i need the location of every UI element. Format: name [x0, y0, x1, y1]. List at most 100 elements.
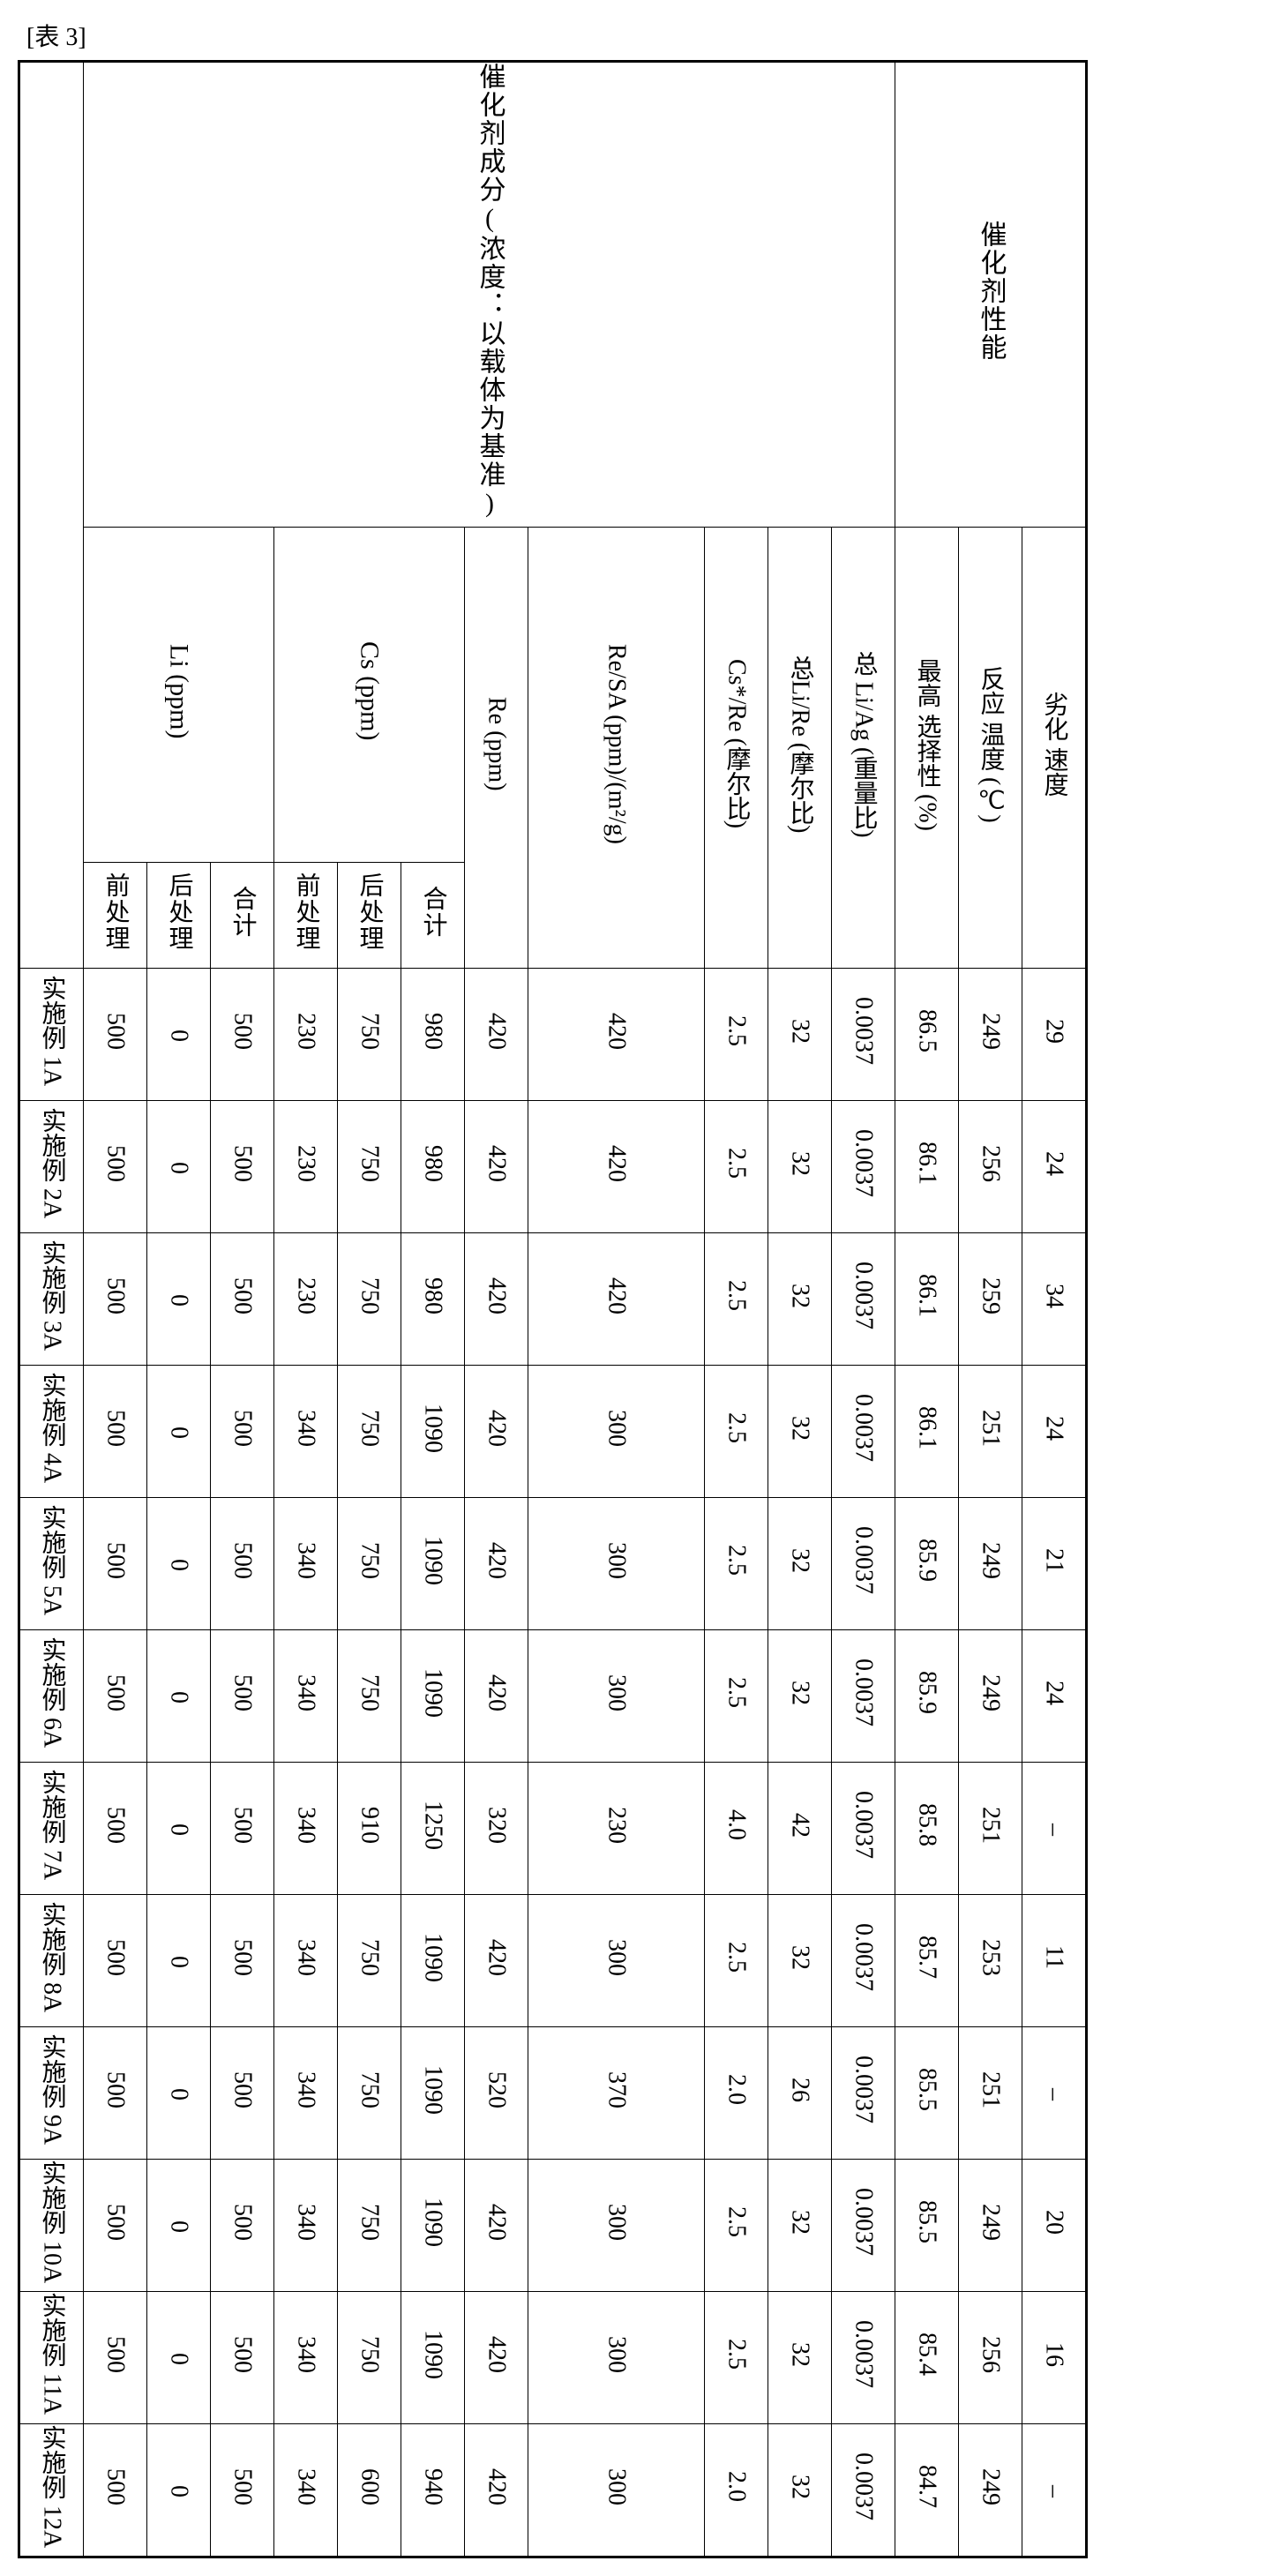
table-row: 实施例 9A500050034075010905203702.0260.0037…: [20, 2027, 1086, 2160]
data-cell: 251: [959, 1366, 1022, 1498]
data-cell: 500: [84, 2160, 147, 2292]
table-row: 实施例 1A50005002307509804204202.5320.00378…: [20, 969, 1086, 1101]
data-cell: 0: [147, 1895, 211, 2027]
data-cell: 750: [338, 1630, 401, 1763]
data-cell: 500: [211, 1233, 274, 1366]
data-cell: 251: [959, 2027, 1022, 2160]
data-cell: 520: [465, 2027, 528, 2160]
data-cell: 500: [84, 1101, 147, 1233]
data-cell: 230: [528, 1763, 705, 1895]
data-cell: 249: [959, 1498, 1022, 1630]
data-cell: 2.5: [705, 1895, 768, 2027]
data-cell: 2.5: [705, 2292, 768, 2424]
data-cell: 750: [338, 1498, 401, 1630]
data-cell: 249: [959, 969, 1022, 1101]
data-cell: 259: [959, 1233, 1022, 1366]
data-cell: 2.5: [705, 1498, 768, 1630]
data-cell: 750: [338, 1233, 401, 1366]
data-cell: 500: [84, 1233, 147, 1366]
data-cell: 0.0037: [832, 2160, 895, 2292]
data-cell: 230: [274, 1101, 338, 1233]
header-performance-group: 催化剂性能: [895, 63, 1086, 528]
data-cell: 500: [84, 1630, 147, 1763]
data-cell: 249: [959, 1630, 1022, 1763]
data-cell: 0: [147, 1366, 211, 1498]
data-cell: 0.0037: [832, 1498, 895, 1630]
row-label: 实施例 1A: [20, 969, 84, 1101]
data-cell: 500: [84, 2027, 147, 2160]
data-cell: 500: [84, 2292, 147, 2424]
data-cell: 980: [401, 1233, 465, 1366]
data-cell: 32: [768, 1233, 832, 1366]
data-cell: 86.1: [895, 1101, 959, 1233]
data-cell: 4.0: [705, 1763, 768, 1895]
data-cell: 26: [768, 2027, 832, 2160]
data-cell: 0: [147, 1498, 211, 1630]
header-li-total: 合计: [211, 863, 274, 969]
data-cell: 980: [401, 969, 465, 1101]
table-row: 实施例 2A50005002307509804204202.5320.00378…: [20, 1101, 1086, 1233]
data-cell: 750: [338, 2292, 401, 2424]
data-cell: 32: [768, 2424, 832, 2557]
data-cell: 85.8: [895, 1763, 959, 1895]
data-cell: 1090: [401, 1498, 465, 1630]
data-cell: 32: [768, 2160, 832, 2292]
row-label: 实施例 5A: [20, 1498, 84, 1630]
data-cell: 420: [465, 2292, 528, 2424]
data-cell: 32: [768, 969, 832, 1101]
table-row: 实施例 8A500050034075010904203002.5320.0037…: [20, 1895, 1086, 2027]
row-label: 实施例 11A: [20, 2292, 84, 2424]
data-table: 催化剂成分(浓度：以载体为基准) 催化剂性能 Li (ppm) Cs (ppm)…: [19, 62, 1086, 2557]
data-cell: 420: [528, 969, 705, 1101]
data-cell: 0.0037: [832, 1366, 895, 1498]
data-cell: 42: [768, 1763, 832, 1895]
header-li-pre: 前处理: [84, 863, 147, 969]
header-deg-rate: 劣化 速度: [1022, 528, 1086, 969]
data-cell: 0: [147, 1233, 211, 1366]
data-cell: 500: [211, 2292, 274, 2424]
table-row: 实施例 11A500050034075010904203002.5320.003…: [20, 2292, 1086, 2424]
data-cell: 249: [959, 2160, 1022, 2292]
data-cell: 420: [465, 2424, 528, 2557]
data-cell: 2.0: [705, 2424, 768, 2557]
data-cell: 500: [84, 1763, 147, 1895]
data-cell: 16: [1022, 2292, 1086, 2424]
data-cell: –: [1022, 2424, 1086, 2557]
data-cell: 500: [211, 1895, 274, 2027]
data-cell: 750: [338, 2027, 401, 2160]
row-label: 实施例 9A: [20, 2027, 84, 2160]
data-cell: 0: [147, 1101, 211, 1233]
data-cell: 420: [528, 1233, 705, 1366]
data-cell: 420: [465, 1366, 528, 1498]
data-cell: 29: [1022, 969, 1086, 1101]
data-cell: 0: [147, 2424, 211, 2557]
data-cell: 85.5: [895, 2160, 959, 2292]
data-cell: 1090: [401, 1366, 465, 1498]
data-cell: 32: [768, 1101, 832, 1233]
data-cell: 340: [274, 1763, 338, 1895]
data-cell: 300: [528, 2160, 705, 2292]
data-cell: 1090: [401, 1895, 465, 2027]
data-cell: 0.0037: [832, 1233, 895, 1366]
data-cell: 24: [1022, 1630, 1086, 1763]
data-cell: 24: [1022, 1101, 1086, 1233]
data-cell: 750: [338, 969, 401, 1101]
data-cell: 500: [84, 2424, 147, 2557]
header-re-sa: Re/SA (ppm)/(m²/g): [528, 528, 705, 969]
data-cell: 256: [959, 2292, 1022, 2424]
data-cell: 85.9: [895, 1630, 959, 1763]
data-cell: 340: [274, 1498, 338, 1630]
table-row: 实施例 3A50005002307509804204202.5320.00378…: [20, 1233, 1086, 1366]
data-cell: 85.7: [895, 1895, 959, 2027]
header-max-sel: 最高 选择性 (%): [895, 528, 959, 969]
data-cell: 2.5: [705, 1101, 768, 1233]
data-cell: 11: [1022, 1895, 1086, 2027]
table-row: 实施例 5A500050034075010904203002.5320.0037…: [20, 1498, 1086, 1630]
data-cell: 300: [528, 1498, 705, 1630]
data-cell: 0.0037: [832, 1101, 895, 1233]
data-cell: 500: [84, 1366, 147, 1498]
data-cell: 0.0037: [832, 1763, 895, 1895]
data-cell: 2.5: [705, 1630, 768, 1763]
data-cell: 86.5: [895, 969, 959, 1101]
data-cell: 0: [147, 1630, 211, 1763]
